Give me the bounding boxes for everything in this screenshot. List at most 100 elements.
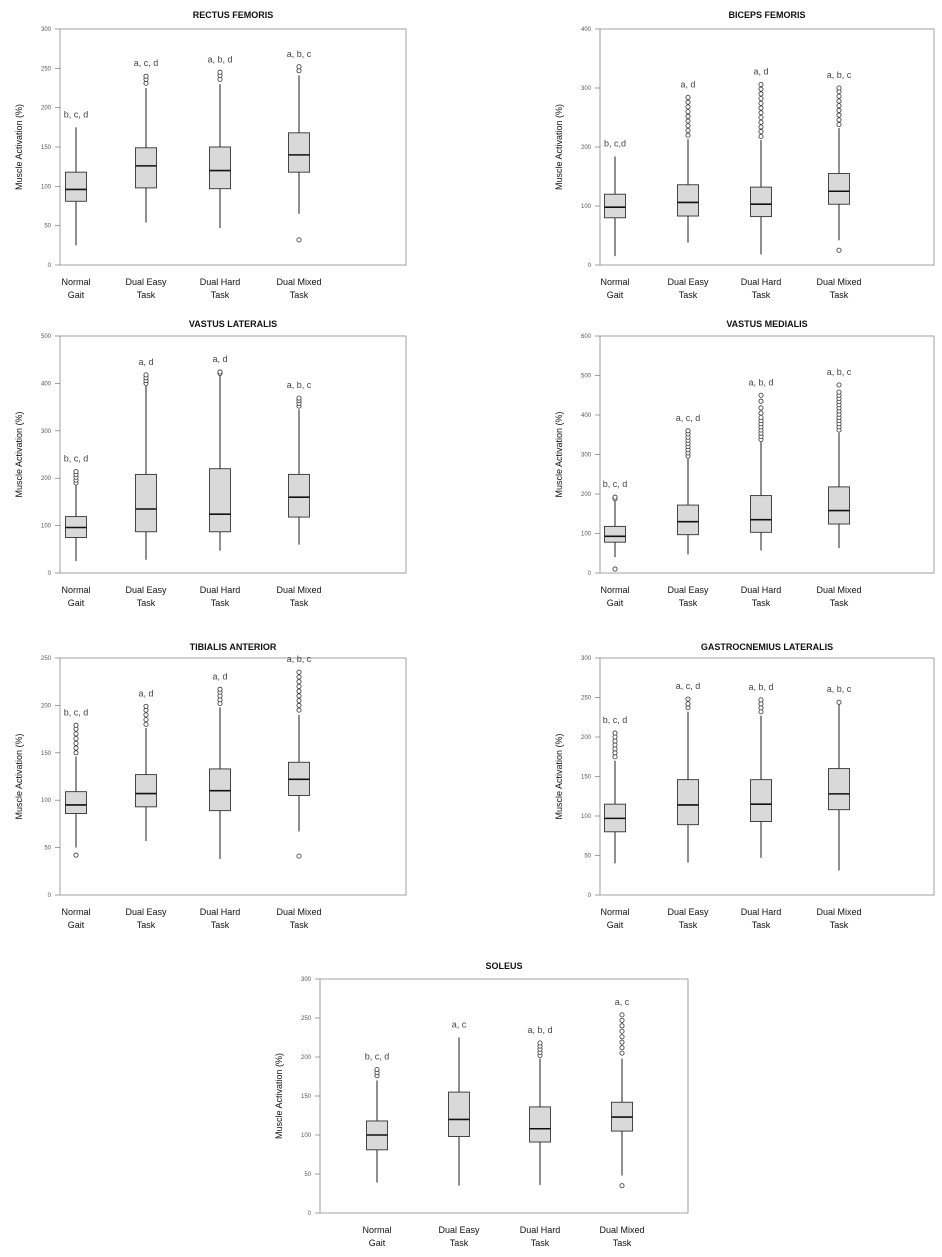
outlier-point (619, 1023, 625, 1029)
y-tick-label: 0 (588, 893, 592, 899)
x-tick-label-line-2: Gait (607, 598, 624, 608)
x-tick-label-line-1: Dual Easy (125, 907, 167, 917)
outlier-point (836, 103, 842, 109)
outlier-point (685, 127, 691, 133)
x-tick-label-line-1: Dual Hard (741, 585, 782, 595)
box-iqr (677, 504, 699, 536)
y-tick-label: 0 (48, 263, 52, 269)
outlier-point (143, 73, 149, 79)
x-tick-label-line-2: Task (679, 598, 698, 608)
outlier-point (758, 81, 764, 87)
outlier-point (217, 686, 223, 692)
significance-label: b, c, d (64, 707, 89, 717)
significance-label: a, d (138, 688, 153, 698)
significance-label: a, d (212, 354, 227, 364)
outlier-point (758, 392, 764, 398)
x-tick-label-line-1: Dual Hard (741, 907, 782, 917)
y-tick-label: 0 (588, 263, 592, 269)
significance-label: b, c, d (603, 715, 628, 725)
outlier-point (758, 133, 764, 139)
significance-label: a, b, c (827, 70, 852, 80)
outlier-point (296, 702, 302, 708)
outlier-point (758, 410, 764, 416)
y-tick-label: 300 (301, 977, 312, 983)
boxplot-chart: GASTROCNEMIUS LATERALIS Muscle Activation… (554, 642, 935, 930)
x-tick-label-line-1: Dual Hard (200, 585, 241, 595)
x-tick-label-line-2: Gait (68, 290, 85, 300)
plot-frame (59, 335, 407, 574)
outlier-point (758, 105, 764, 111)
x-tick-label-line-1: Normal (600, 585, 629, 595)
x-tick-label-line-2: Task (830, 920, 849, 930)
outlier-point (619, 1039, 625, 1045)
box-iqr (209, 146, 231, 190)
y-tick-label: 200 (581, 735, 592, 741)
outlier-point (73, 736, 79, 742)
x-tick-label-line-2: Gait (68, 598, 85, 608)
x-tick-label-line-2: Task (450, 1238, 469, 1248)
outlier-point (73, 722, 79, 728)
y-tick-label: 150 (41, 751, 52, 757)
x-tick-label-line-1: Dual Easy (438, 1225, 480, 1235)
boxplot-chart: VASTUS LATERALIS Muscle Activation (%) 0 10… (14, 319, 407, 608)
outlier-point (217, 369, 223, 375)
x-tick-label-line-1: Dual Easy (125, 585, 167, 595)
outlier-point (619, 1017, 625, 1023)
box-iqr (135, 147, 157, 189)
outlier-point (296, 688, 302, 694)
y-tick-label: 200 (581, 145, 592, 151)
outlier-point (685, 696, 691, 702)
x-tick-label-line-1: Dual Mixed (816, 277, 861, 287)
significance-label: a, b, d (527, 1025, 552, 1035)
chart-title: RECTUS FEMORIS (193, 10, 274, 20)
significance-label: a, c, d (676, 681, 701, 691)
outlier-point (836, 112, 842, 118)
outlier-point (685, 109, 691, 115)
outlier-point (296, 679, 302, 685)
y-tick-label: 400 (41, 381, 52, 387)
y-tick-label: 50 (44, 224, 51, 230)
significance-label: a, b, d (207, 54, 232, 64)
outlier-point (836, 389, 842, 395)
outlier-point (758, 110, 764, 116)
y-tick-label: 300 (41, 429, 52, 435)
x-tick-label-line-2: Task (679, 920, 698, 930)
outlier-point (217, 69, 223, 75)
y-tick-label: 300 (41, 27, 52, 33)
significance-label: a, b, c (287, 380, 312, 390)
y-tick-label: 600 (581, 334, 592, 340)
outlier-point (143, 721, 149, 727)
x-tick-label-line-1: Normal (600, 277, 629, 287)
x-tick-label-line-1: Dual Mixed (599, 1225, 644, 1235)
x-tick-label-line-2: Task (211, 598, 230, 608)
outlier-point (758, 398, 764, 404)
plot-frame (599, 335, 935, 574)
box-iqr (750, 186, 772, 218)
x-tick-label-line-1: Dual Hard (200, 907, 241, 917)
outlier-point (619, 1034, 625, 1040)
x-tick-label-line-1: Normal (61, 277, 90, 287)
significance-label: a, b, c (287, 654, 312, 664)
outlier-point (758, 96, 764, 102)
outlier-point (296, 64, 302, 70)
significance-label: a, b, c (827, 367, 852, 377)
chart-title: SOLEUS (485, 961, 522, 971)
x-tick-label-line-2: Gait (607, 920, 624, 930)
x-tick-label-line-1: Dual Mixed (276, 585, 321, 595)
y-tick-label: 400 (581, 27, 592, 33)
x-tick-label-line-2: Task (752, 598, 771, 608)
outlier-point (374, 1066, 380, 1072)
outlier-point (619, 1012, 625, 1018)
y-tick-label: 400 (581, 413, 592, 419)
x-tick-label-line-2: Task (290, 290, 309, 300)
outlier-point (296, 674, 302, 680)
outlier-point (73, 740, 79, 746)
y-tick-label: 100 (41, 184, 52, 190)
plot-frame (59, 28, 407, 266)
outlier-point (685, 94, 691, 100)
y-tick-label: 200 (41, 476, 52, 482)
boxplot-chart: TIBIALIS ANTERIOR Muscle Activation (%) 0 5… (14, 642, 407, 930)
outlier-point (685, 99, 691, 105)
outlier-point (73, 750, 79, 756)
